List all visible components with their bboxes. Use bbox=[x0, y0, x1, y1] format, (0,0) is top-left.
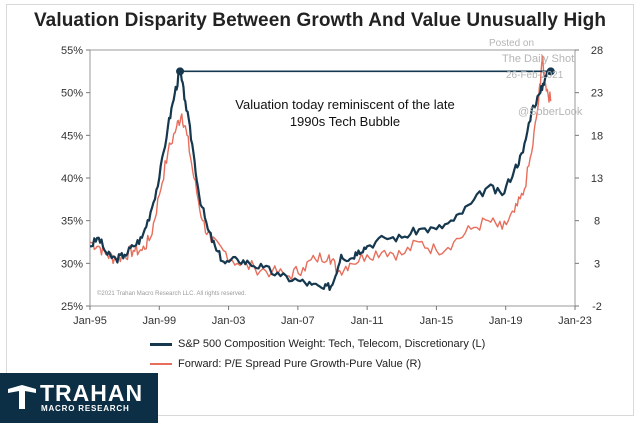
legend-swatch-navy bbox=[150, 342, 172, 346]
x-tick-label: Jan-95 bbox=[73, 315, 107, 327]
plot-area bbox=[89, 49, 576, 307]
watermark-handle: @SoberLook bbox=[518, 106, 583, 118]
brand-subtitle: MACRO RESEARCH bbox=[41, 404, 130, 413]
annotation-dot-start bbox=[176, 67, 185, 76]
y-left-tick-label: 30% bbox=[61, 258, 83, 270]
y-right-tick-label: 13 bbox=[591, 173, 603, 185]
y-left-tick-label: 35% bbox=[61, 216, 83, 228]
brand-name: TRAHAN bbox=[40, 380, 144, 406]
annotation-dot-end bbox=[546, 67, 555, 76]
y-left-tick-label: 50% bbox=[61, 88, 83, 100]
y-left-tick-label: 40% bbox=[61, 173, 83, 185]
x-tick-label: Jan-19 bbox=[489, 315, 523, 327]
watermark-date: 26-Feb-2021 bbox=[506, 70, 564, 81]
legend-label: Forward: P/E Spread Pure Growth-Pure Val… bbox=[178, 358, 422, 370]
y-left-tick-label: 45% bbox=[61, 130, 83, 142]
watermark-source: The Daily Shot bbox=[502, 53, 575, 65]
x-tick-label: Jan-23 bbox=[558, 315, 592, 327]
legend-label: S&P 500 Composition Weight: Tech, Teleco… bbox=[178, 338, 486, 350]
annotation-line-1: Valuation today reminiscent of the late bbox=[235, 97, 455, 112]
y-right-tick-label: 18 bbox=[591, 130, 603, 142]
legend-item-pe-spread: Forward: P/E Spread Pure Growth-Pure Val… bbox=[150, 354, 485, 374]
y-right-tick-label: 3 bbox=[594, 258, 600, 270]
x-tick-label: Jan-15 bbox=[420, 315, 454, 327]
x-tick-label: Jan-99 bbox=[142, 315, 176, 327]
y-right-tick-label: -2 bbox=[592, 301, 602, 313]
brand-bar bbox=[0, 373, 158, 423]
chart-title: Valuation Disparity Between Growth And V… bbox=[33, 10, 607, 31]
y-right-tick-label: 28 bbox=[591, 45, 603, 57]
chart-plot: 25% 30% 35% 40% 45% 50% 55% -2 3 8 13 18 23 28 Jan-95 J… bbox=[61, 45, 603, 327]
series-line-composition-weight bbox=[90, 69, 552, 291]
x-tick-label: Jan-07 bbox=[281, 315, 315, 327]
y-right-tick-label: 8 bbox=[594, 216, 600, 228]
x-tick-label: Jan-11 bbox=[351, 315, 384, 327]
chart-annotation: Valuation today reminiscent of the late … bbox=[230, 96, 460, 130]
y-right-tick-label: 23 bbox=[591, 88, 603, 100]
watermark-posted: Posted on bbox=[489, 38, 535, 49]
copyright-text: ©2021 Trahan Macro Research LLC. All rig… bbox=[97, 291, 247, 297]
brand-logo-icon bbox=[8, 385, 36, 409]
annotation-line-2: 1990s Tech Bubble bbox=[289, 114, 401, 129]
legend-swatch-salmon bbox=[150, 363, 172, 365]
legend-item-composition-weight: S&P 500 Composition Weight: Tech, Teleco… bbox=[150, 334, 485, 354]
y-left-tick-label: 55% bbox=[61, 45, 83, 57]
x-tick-label: Jan-03 bbox=[212, 315, 246, 327]
series-line-pe-spread bbox=[89, 55, 552, 281]
y-left-tick-label: 25% bbox=[61, 301, 83, 313]
chart-legend: S&P 500 Composition Weight: Tech, Teleco… bbox=[150, 334, 485, 374]
chart-frame bbox=[6, 4, 634, 416]
